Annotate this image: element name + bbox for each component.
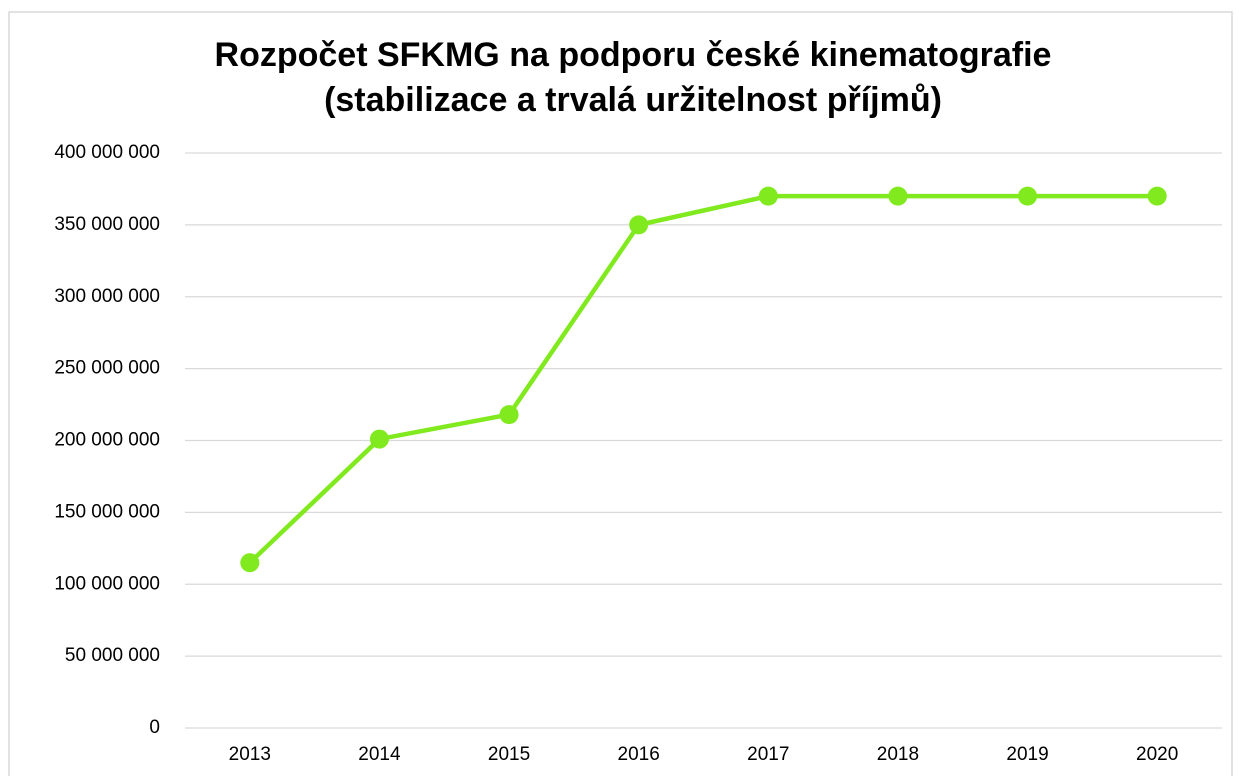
- y-tick-label: 100 000 000: [54, 573, 160, 594]
- y-tick-label: 250 000 000: [54, 358, 160, 379]
- line: [248, 193, 1158, 565]
- chart-border: [8, 11, 1233, 776]
- marker: [1147, 186, 1167, 206]
- y-tick-label: 300 000 000: [54, 286, 160, 307]
- x-tick-label: 2020: [1136, 744, 1178, 765]
- marker: [369, 429, 389, 449]
- x-tick-label: 2018: [877, 744, 919, 765]
- x-tick-label: 2015: [488, 744, 530, 765]
- chart-title: Rozpočet SFKMG na podporu české kinemato…: [215, 36, 1052, 74]
- y-tick-label: 350 000 000: [54, 214, 160, 235]
- x-tick-label: 2016: [618, 744, 660, 765]
- y-tick-label: 400 000 000: [54, 142, 160, 163]
- y-tick-label: 0: [149, 717, 160, 738]
- x-tick-label: 2014: [358, 744, 401, 765]
- marker: [888, 186, 908, 206]
- x-tick-label: 2017: [747, 744, 789, 765]
- marker: [629, 215, 649, 235]
- y-tick-label: 50 000 000: [65, 645, 160, 666]
- chart-title: (stabilizace a trvalá uržitelnost příjmů…: [324, 81, 942, 119]
- x-tick-label: 2019: [1006, 744, 1048, 765]
- marker: [240, 553, 260, 573]
- y-tick-label: 200 000 000: [54, 430, 160, 451]
- marker: [499, 405, 519, 425]
- x-tick-label: 2013: [229, 744, 271, 765]
- marker: [758, 186, 778, 206]
- y-tick-label: 150 000 000: [54, 501, 160, 522]
- marker: [1018, 186, 1038, 206]
